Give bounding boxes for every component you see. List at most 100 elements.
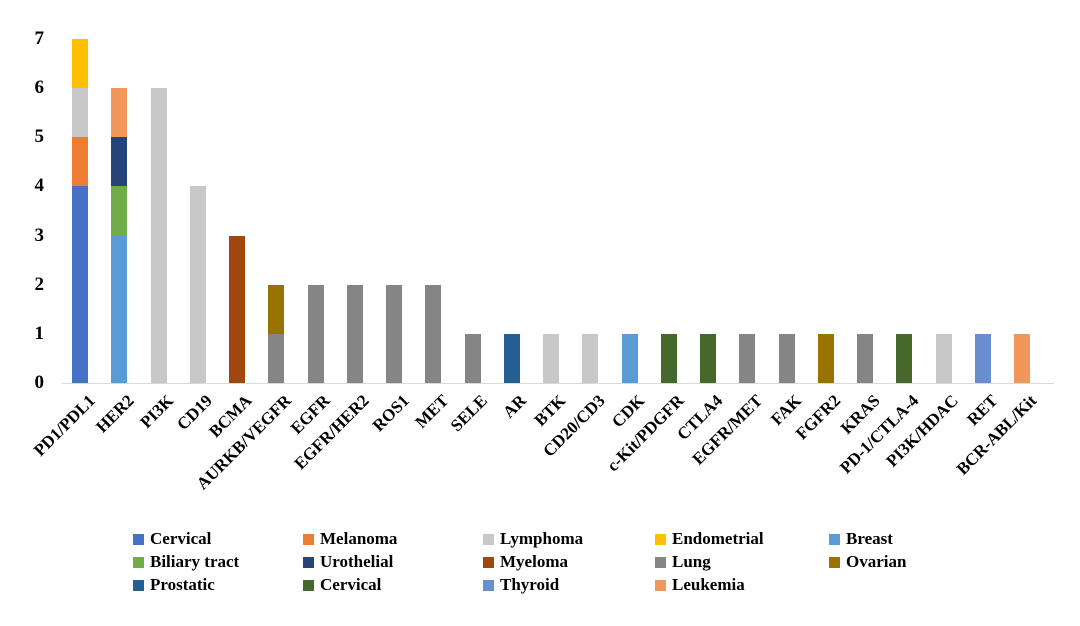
x-axis-label: CTLA4 (673, 391, 727, 444)
bar-segment (700, 333, 716, 383)
legend-item: Biliary tract (133, 551, 303, 573)
legend-item-label: Thyroid (500, 575, 560, 594)
plot-area (62, 39, 1052, 383)
legend-item-label: Cervical (320, 575, 382, 594)
x-axis-label: RET (963, 391, 1002, 430)
bar-segment (660, 333, 677, 383)
x-axis-label: PD-1/CTLA-4 (836, 391, 923, 478)
legend-item: Lymphoma (483, 528, 655, 550)
y-axis-tick-label: 3 (34, 224, 45, 246)
y-axis-tick-label: 4 (34, 175, 45, 197)
bar-segment (503, 333, 520, 383)
bar-segment (150, 88, 167, 383)
legend-swatch-icon (655, 533, 666, 545)
x-axis-label: SELE (446, 391, 491, 436)
legend-item-label: Urothelial (320, 552, 394, 571)
legend-item: Cervical (303, 574, 483, 596)
y-axis-tick-label: 7 (34, 28, 45, 49)
bar-segment (268, 284, 285, 334)
x-axis-label: CD19 (173, 391, 217, 434)
bar-segment (111, 88, 128, 138)
x-axis-label: AURKB/VEGFR (192, 391, 295, 494)
legend-item-label: Biliary tract (150, 552, 240, 571)
legend-item: Breast (829, 528, 989, 550)
bar-segment (72, 186, 88, 383)
y-axis-tick-label: 1 (34, 322, 45, 344)
legend-item-label: Myeloma (500, 552, 568, 571)
legend-swatch-icon (829, 533, 840, 545)
bar-segment (111, 137, 128, 187)
bar-segment (896, 333, 913, 383)
bar-segment (974, 333, 991, 383)
x-axis-label: BCR-ABL/Kit (952, 391, 1041, 479)
bar-segment (72, 88, 88, 138)
legend-swatch-icon (133, 556, 144, 568)
bar-segment (72, 39, 88, 89)
legend-item: Endometrial (655, 528, 829, 550)
x-axis-label: BCMA (205, 391, 256, 442)
x-axis-label: MET (410, 391, 452, 432)
x-axis-label: PI3K/HDAC (882, 391, 962, 471)
bar-segment (229, 235, 245, 383)
x-axis-label: AR (499, 391, 531, 422)
x-axis-label: KRAS (836, 391, 884, 438)
bar-segment (425, 284, 442, 383)
x-axis-label: ROS1 (368, 391, 413, 436)
legend-item-label: Lymphoma (500, 529, 584, 548)
legend-item: Cervical (133, 528, 303, 550)
legend-swatch-icon (303, 579, 314, 591)
bar-segment (621, 333, 638, 383)
y-axis: 0 1 2 3 4 5 6 7 (0, 0, 45, 400)
legend: Cervical Melanoma Lymphoma Endometrial Breas… (133, 528, 989, 596)
bar-segment (307, 284, 324, 383)
bar-segment (72, 137, 88, 187)
legend-swatch-icon (303, 556, 314, 568)
legend-item: Myeloma (483, 551, 655, 573)
bar-segment (935, 333, 952, 383)
bar-segment (857, 333, 873, 383)
legend-item-label: Leukemia (672, 575, 745, 594)
legend-item-label: Cervical (150, 529, 212, 548)
bar-segment (386, 284, 402, 383)
bar-segment (111, 235, 128, 383)
x-axis-label: PD1/PDL1 (29, 391, 99, 460)
legend-swatch-icon (655, 556, 666, 568)
legend-swatch-icon (829, 556, 840, 568)
x-axis-line (62, 383, 1054, 384)
legend-item-label: Ovarian (846, 552, 907, 571)
legend-item-label: Melanoma (320, 529, 398, 548)
bar-segment (346, 284, 363, 383)
legend-item-label: Endometrial (672, 529, 764, 548)
bar-segment (778, 333, 795, 383)
legend-item-label: Breast (846, 529, 893, 548)
legend-item: Ovarian (829, 551, 989, 573)
x-axis-label: EGFR (287, 391, 334, 438)
bar-segment (111, 186, 128, 236)
bar-segment (268, 333, 285, 383)
x-axis-label: BTK (530, 391, 570, 430)
legend-swatch-icon (133, 533, 144, 545)
legend-item-label: Lung (672, 552, 711, 571)
legend-swatch-icon (483, 556, 494, 568)
bar-segment (464, 333, 481, 383)
x-axis-label: c-Kit/PDGFR (602, 391, 688, 476)
y-axis-tick-label: 2 (34, 273, 45, 295)
x-axis-label: EGFR/MET (688, 391, 766, 469)
x-axis-label: FAK (767, 391, 805, 429)
bar-segment (189, 186, 206, 383)
legend-item: Urothelial (303, 551, 483, 573)
bar-segment (582, 333, 599, 383)
legend-swatch-icon (483, 579, 494, 591)
legend-item: Melanoma (303, 528, 483, 550)
legend-item: Thyroid (483, 574, 655, 596)
bar-segment (739, 333, 756, 383)
bar-segment (1014, 333, 1030, 383)
legend-swatch-icon (483, 533, 494, 545)
x-axis-label: FGFR2 (792, 391, 845, 444)
y-axis-tick-label: 5 (34, 126, 45, 148)
bar-segment (817, 333, 834, 383)
legend-item-label: Prostatic (150, 575, 215, 594)
legend-swatch-icon (133, 579, 144, 591)
x-axis-label: CDK (607, 391, 648, 432)
x-axis-label: EGFR/HER2 (290, 391, 374, 474)
